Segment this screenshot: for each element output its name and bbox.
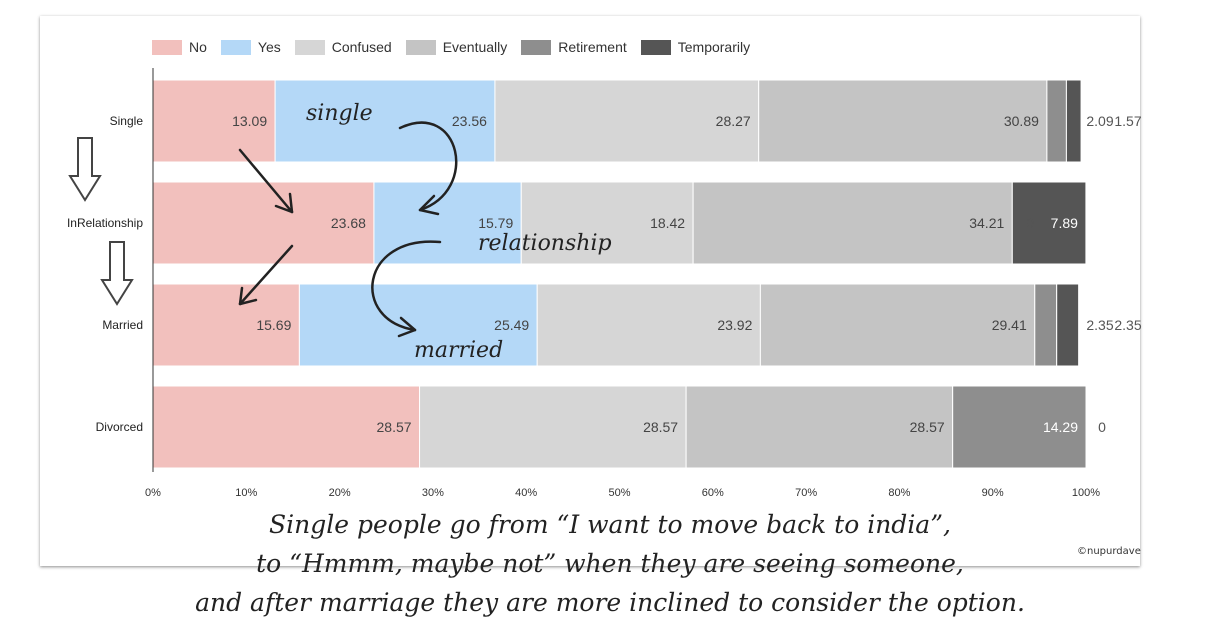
data-label: 15.69: [256, 317, 291, 333]
bar-segment: [274, 79, 496, 163]
caption-line-2: to “Hmmm, maybe not” when they are seein…: [256, 549, 964, 578]
x-tick-label: 90%: [982, 487, 1004, 499]
data-label: 18.42: [650, 215, 685, 231]
legend-item: Retirement: [521, 39, 627, 55]
category-label: Divorced: [96, 420, 143, 434]
bar-segment: [1065, 79, 1082, 163]
annotation-single: single: [306, 101, 373, 126]
legend-item: No: [152, 39, 207, 55]
caption: Single people go from “I want to move ba…: [160, 505, 1060, 622]
data-label: 34.21: [969, 215, 1004, 231]
data-label: 28.57: [910, 419, 945, 435]
legend-item: Confused: [294, 39, 392, 55]
hand-annotations: single relationship married: [68, 101, 612, 363]
annotation-relationship: relationship: [478, 231, 612, 256]
data-label: 28.57: [643, 419, 678, 435]
bar-segment: [152, 181, 375, 265]
data-label: 14.29: [1043, 419, 1078, 435]
curved-arrow-2: [371, 240, 442, 332]
bar-segment: [758, 79, 1048, 163]
bar-segment: [520, 181, 694, 265]
legend-swatch: [152, 39, 182, 55]
bar-segment: [373, 181, 522, 265]
legend-swatch: [521, 39, 552, 55]
data-label: 25.49: [494, 317, 529, 333]
x-tick-label: 100%: [1072, 487, 1100, 499]
x-tick-label: 50%: [608, 487, 630, 499]
legend-swatch: [405, 39, 436, 55]
down-arrows: [68, 137, 134, 306]
legend-label: Eventually: [442, 39, 508, 55]
category-label: Single: [110, 114, 144, 128]
legend-item: Eventually: [405, 39, 508, 55]
down-arrow-icon: [100, 241, 134, 306]
bar-segment: [152, 79, 276, 163]
data-label: 13.09: [232, 113, 267, 129]
bar-segment: [952, 385, 1087, 469]
curved-arrows: [238, 121, 458, 338]
bar-segment: [759, 283, 1036, 367]
bar-segment: [1011, 181, 1087, 265]
legend-swatch: [294, 39, 325, 55]
annotation-married: married: [414, 338, 503, 363]
x-tick-label: 10%: [235, 487, 257, 499]
legend-label: Confused: [331, 39, 392, 55]
bar-segment: [692, 181, 1013, 265]
x-tick-label: 80%: [888, 487, 910, 499]
category-label: InRelationship: [67, 216, 143, 230]
x-tick-label: 30%: [422, 487, 444, 499]
bar-segment: [536, 283, 761, 367]
x-tick-label: 60%: [702, 487, 724, 499]
caption-line-3: and after marriage they are more incline…: [195, 588, 1025, 617]
data-label: 7.89: [1051, 215, 1078, 231]
x-tick-label: 40%: [515, 487, 537, 499]
data-label: 28.27: [716, 113, 751, 129]
legend-item: Yes: [220, 39, 281, 55]
data-label: 23.92: [717, 317, 752, 333]
bar-segment: [298, 283, 538, 367]
legend-label: Temporarily: [677, 39, 751, 55]
bar-segment: [1034, 283, 1058, 367]
bar-segment: [494, 79, 760, 163]
curved-arrow-1: [398, 121, 458, 212]
bar-segment: [1056, 283, 1080, 367]
caption-line-1: Single people go from “I want to move ba…: [269, 510, 951, 539]
category-label: Married: [102, 318, 143, 332]
legend-label: No: [189, 39, 207, 55]
bar-segment: [152, 283, 300, 367]
straight-arrow-2: [238, 244, 294, 306]
data-label: 29.41: [992, 317, 1027, 333]
bar-segment: [419, 385, 687, 469]
data-label: 23.56: [452, 113, 487, 129]
data-label: 2.35: [1114, 317, 1141, 333]
credit: ©nupurdave: [1077, 546, 1141, 557]
data-label: 2.09: [1086, 113, 1113, 129]
straight-arrow-1: [238, 148, 294, 214]
data-label: 30.89: [1004, 113, 1039, 129]
x-tick-label: 0%: [145, 487, 161, 499]
down-arrow-icon: [68, 137, 102, 202]
legend-item: Temporarily: [640, 39, 751, 55]
data-label: 15.79: [478, 215, 513, 231]
legend-swatch: [220, 39, 251, 55]
data-label: 0: [1026, 215, 1034, 231]
data-label: 1.57: [1114, 113, 1141, 129]
bar-segment: [1046, 79, 1067, 163]
data-label: 23.68: [331, 215, 366, 231]
legend-swatch: [640, 39, 671, 55]
bar-segment: [685, 385, 954, 469]
x-tick-label: 20%: [329, 487, 351, 499]
data-label: 28.57: [377, 419, 412, 435]
chart-legend: No Yes Confused Eventually Retirement Tempora…: [152, 39, 750, 55]
data-label: 2.35: [1086, 317, 1113, 333]
legend-label: Yes: [257, 39, 281, 55]
legend-label: Retirement: [558, 39, 627, 55]
data-label: 0: [1098, 419, 1106, 435]
x-tick-label: 70%: [795, 487, 817, 499]
